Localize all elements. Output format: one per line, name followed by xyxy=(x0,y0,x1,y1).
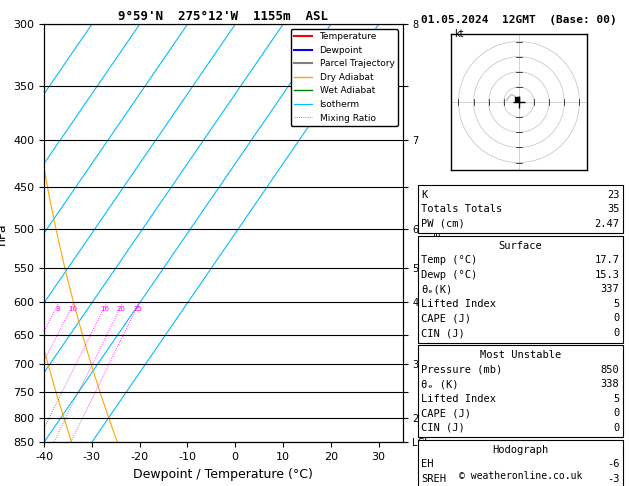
Text: 10: 10 xyxy=(68,306,77,312)
Text: Most Unstable: Most Unstable xyxy=(480,350,561,360)
Text: 2.47: 2.47 xyxy=(594,219,620,229)
Text: 0: 0 xyxy=(613,313,620,324)
Text: 5: 5 xyxy=(613,394,620,404)
Text: 35: 35 xyxy=(607,204,620,214)
Text: 23: 23 xyxy=(607,190,620,200)
Text: CAPE (J): CAPE (J) xyxy=(421,408,471,418)
Text: 5: 5 xyxy=(613,299,620,309)
Text: 01.05.2024  12GMT  (Base: 00): 01.05.2024 12GMT (Base: 00) xyxy=(421,15,617,25)
Text: Lifted Index: Lifted Index xyxy=(421,299,496,309)
Text: SREH: SREH xyxy=(421,474,447,484)
Y-axis label: hPa: hPa xyxy=(0,222,8,244)
Text: θₑ (K): θₑ (K) xyxy=(421,379,459,389)
Text: Dewp (°C): Dewp (°C) xyxy=(421,270,477,280)
Text: © weatheronline.co.uk: © weatheronline.co.uk xyxy=(459,471,582,481)
Text: Mixing Ratio (g/kg): Mixing Ratio (g/kg) xyxy=(433,187,443,279)
Text: CAPE (J): CAPE (J) xyxy=(421,313,471,324)
Text: kt: kt xyxy=(454,29,464,39)
Text: 850: 850 xyxy=(601,364,620,375)
Text: Temp (°C): Temp (°C) xyxy=(421,255,477,265)
Legend: Temperature, Dewpoint, Parcel Trajectory, Dry Adiabat, Wet Adiabat, Isotherm, Mi: Temperature, Dewpoint, Parcel Trajectory… xyxy=(291,29,398,126)
Text: 20: 20 xyxy=(117,306,126,312)
Text: 337: 337 xyxy=(601,284,620,295)
Text: EH: EH xyxy=(421,459,434,469)
Text: 0: 0 xyxy=(613,328,620,338)
Text: 0: 0 xyxy=(613,408,620,418)
Text: θₑ(K): θₑ(K) xyxy=(421,284,453,295)
Text: 0: 0 xyxy=(613,423,620,433)
Text: Pressure (mb): Pressure (mb) xyxy=(421,364,503,375)
Text: Hodograph: Hodograph xyxy=(493,445,548,455)
Text: Lifted Index: Lifted Index xyxy=(421,394,496,404)
Text: PW (cm): PW (cm) xyxy=(421,219,465,229)
X-axis label: Dewpoint / Temperature (°C): Dewpoint / Temperature (°C) xyxy=(133,468,313,481)
Text: 16: 16 xyxy=(101,306,109,312)
Text: -3: -3 xyxy=(607,474,620,484)
Text: CIN (J): CIN (J) xyxy=(421,423,465,433)
Text: 15.3: 15.3 xyxy=(594,270,620,280)
Text: CIN (J): CIN (J) xyxy=(421,328,465,338)
Text: 25: 25 xyxy=(133,306,142,312)
Text: 338: 338 xyxy=(601,379,620,389)
Text: -6: -6 xyxy=(607,459,620,469)
Text: 17.7: 17.7 xyxy=(594,255,620,265)
Title: 9°59'N  275°12'W  1155m  ASL: 9°59'N 275°12'W 1155m ASL xyxy=(118,10,328,23)
Text: Totals Totals: Totals Totals xyxy=(421,204,503,214)
Text: km
ASL: km ASL xyxy=(428,447,446,468)
Text: 8: 8 xyxy=(55,306,60,312)
Text: Surface: Surface xyxy=(499,241,542,251)
Text: K: K xyxy=(421,190,428,200)
